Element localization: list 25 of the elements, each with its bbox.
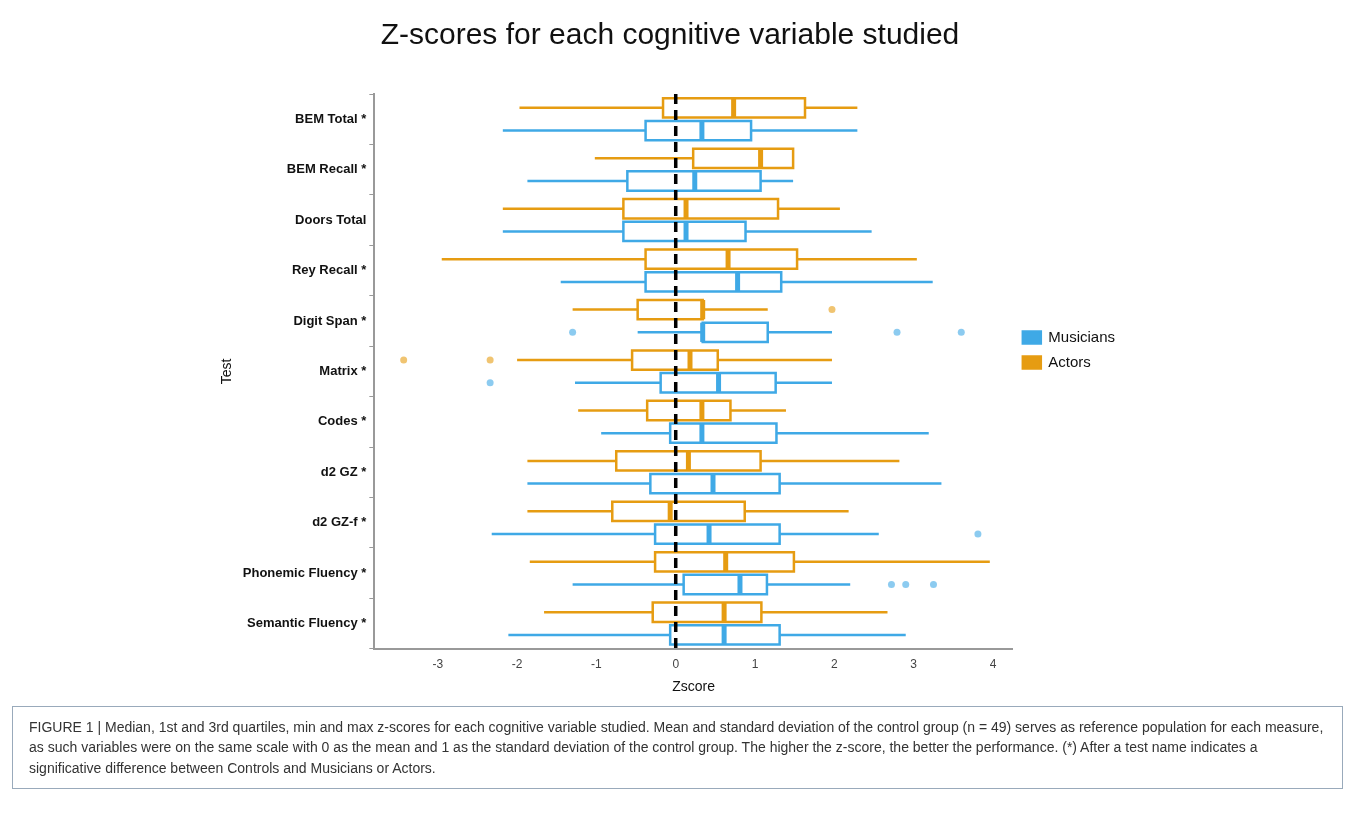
y-tick-label: BEM Recall * bbox=[286, 161, 368, 177]
x-tick-label: -2 bbox=[511, 657, 523, 672]
chart-title: Z-scores for each cognitive variable studied bbox=[380, 17, 960, 51]
x-tick-label: -3 bbox=[432, 657, 444, 672]
legend-label: Musicians bbox=[1048, 327, 1115, 345]
x-axis-title: Zscore bbox=[672, 678, 716, 695]
y-tick-label: Semantic Fluency * bbox=[247, 615, 368, 631]
x-tick-label: 1 bbox=[751, 657, 759, 672]
y-tick-label: Codes * bbox=[317, 413, 368, 429]
y-tick-label: Phonemic Fluency * bbox=[242, 564, 368, 580]
x-tick-label: 3 bbox=[910, 657, 918, 672]
y-tick-label: Matrix * bbox=[319, 362, 368, 378]
y-axis-title: Test bbox=[218, 358, 235, 385]
x-tick-label: 2 bbox=[831, 657, 839, 672]
x-tick-label: -1 bbox=[591, 657, 603, 672]
y-tick-label: d2 GZ-f * bbox=[312, 514, 368, 530]
y-tick-label: d2 GZ * bbox=[320, 463, 368, 479]
y-tick-label: Rey Recall * bbox=[291, 262, 368, 278]
y-tick-label: Digit Span * bbox=[293, 312, 368, 328]
caption: FIGURE 1 | Median, 1st and 3rd quartiles, min and max z-scores for each cognitive variable studied. Mean and standard deviation of the control group (n = 49) serves as reference population for each measure, as such variables were on the same scale with 0 as the mean and 1 as the standard deviation of the control group. The higher the z-score, the better the performance. (*) After a test name indicates a significative difference between Controls and Musicians or Actors. bbox=[29, 718, 1325, 778]
legend-label: Actors bbox=[1048, 352, 1091, 370]
x-tick-label: 0 bbox=[672, 657, 680, 672]
y-tick-label: BEM Total * bbox=[295, 110, 368, 126]
y-tick-label: Doors Total bbox=[295, 211, 367, 227]
x-tick-label: 4 bbox=[989, 657, 997, 672]
